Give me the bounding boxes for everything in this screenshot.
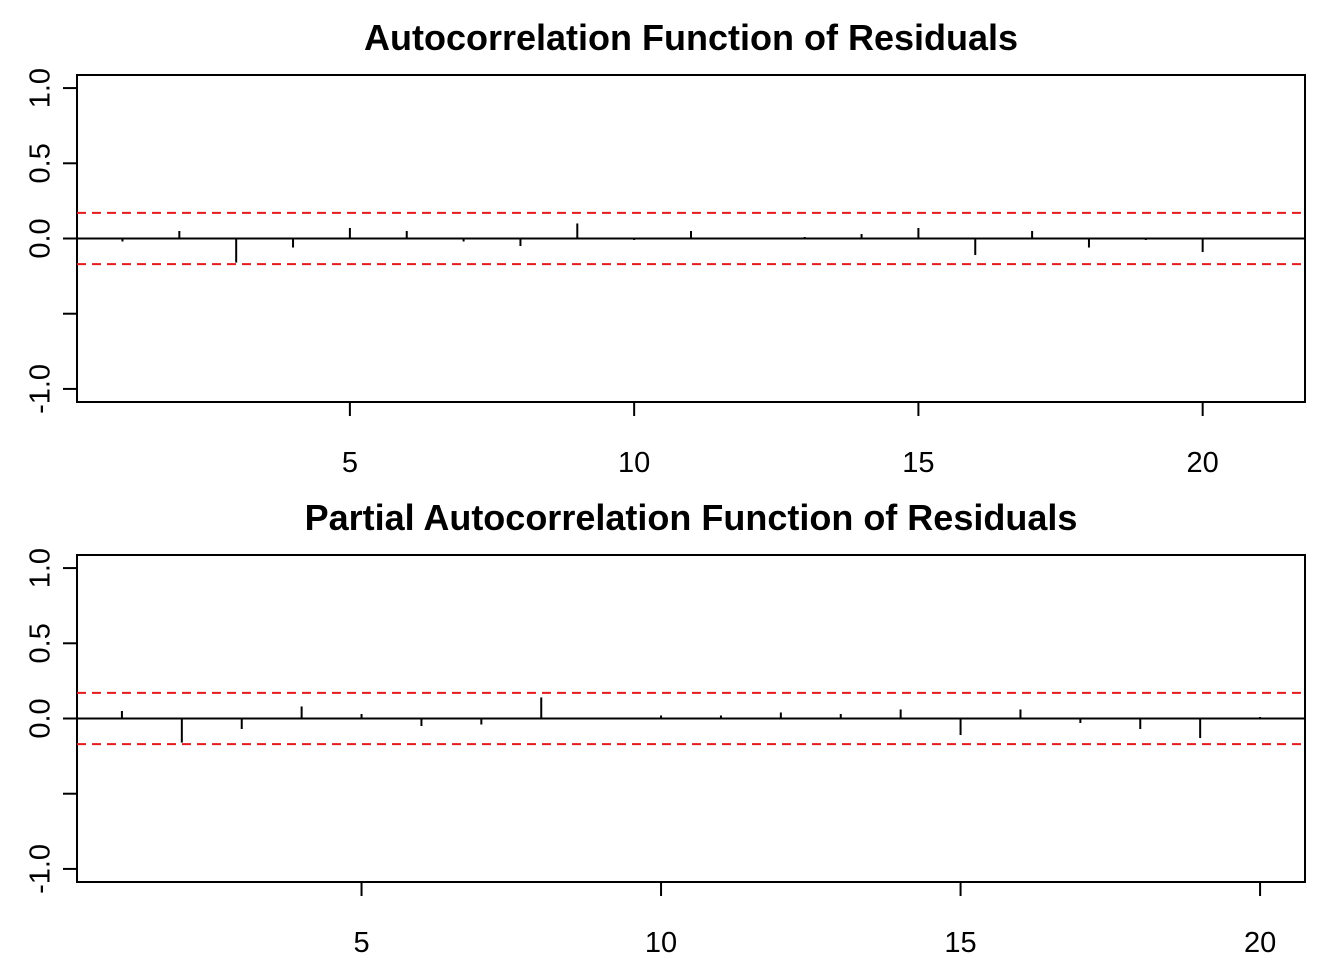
x-tick-label: 15 [944, 927, 976, 959]
x-tick-label: 5 [342, 447, 358, 479]
acf-panel: Autocorrelation Function of Residuals -1.… [25, 17, 1306, 479]
x-tick-label: 5 [353, 927, 369, 959]
x-tick-label: 20 [1244, 927, 1276, 959]
chart-title: Partial Autocorrelation Function of Resi… [305, 497, 1078, 538]
y-tick-label: -1.0 [25, 844, 57, 894]
x-tick-label: 10 [618, 447, 650, 479]
y-tick-label: -1.0 [25, 364, 57, 414]
x-tick-label: 20 [1187, 447, 1219, 479]
x-tick-label: 15 [902, 447, 934, 479]
y-tick-label: 0.5 [25, 143, 57, 183]
chart-title: Autocorrelation Function of Residuals [364, 17, 1018, 58]
x-tick-label: 10 [645, 927, 677, 959]
y-tick-label: 0.5 [25, 623, 57, 663]
pacf-panel: Partial Autocorrelation Function of Resi… [25, 497, 1306, 959]
y-tick-label: 0.0 [25, 218, 57, 258]
y-tick-label: 1.0 [25, 68, 57, 108]
y-tick-label: 0.0 [25, 698, 57, 738]
y-tick-label: 1.0 [25, 548, 57, 588]
